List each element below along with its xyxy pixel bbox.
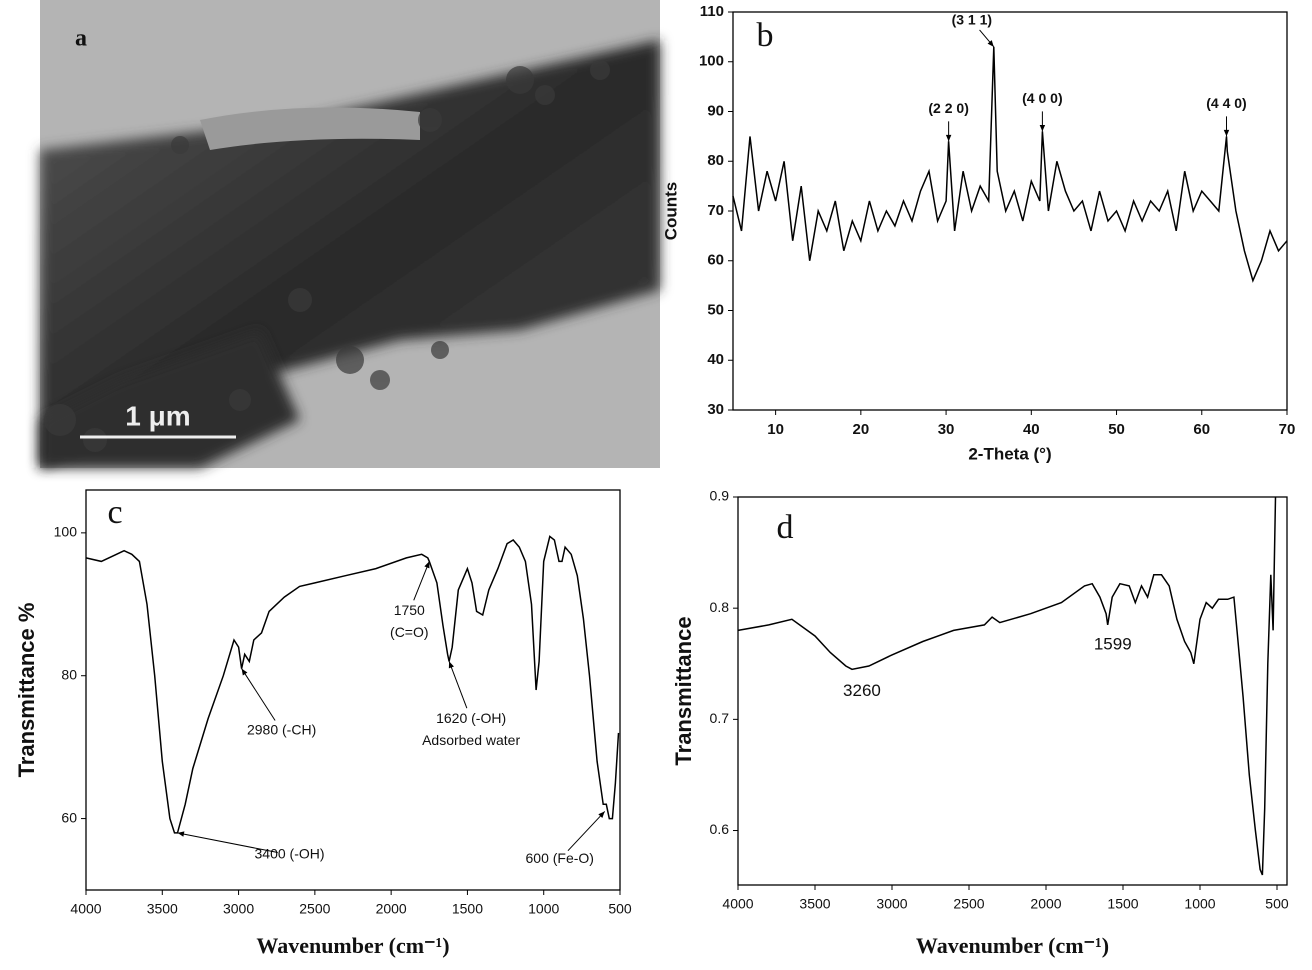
x-tick-label: 3000 [223, 901, 254, 917]
y-axis-label: Transmittance % [14, 603, 39, 778]
scale-label: 1 μm [125, 400, 190, 431]
y-tick-label: 80 [61, 666, 77, 682]
y-tick-label: 0.7 [710, 710, 730, 726]
plot-frame [732, 11, 1288, 411]
x-tick-label: 1000 [528, 901, 559, 917]
arrow-head [987, 40, 994, 47]
x-tick-label: 500 [608, 901, 632, 917]
x-tick-label: 50 [1108, 421, 1125, 438]
arrow-head [177, 831, 185, 837]
annotation: 2980 (-CH) [247, 721, 316, 737]
x-tick-label: 500 [1265, 896, 1289, 912]
y-tick-label: 100 [54, 524, 78, 540]
y-tick-label: 80 [707, 152, 724, 169]
x-axis-label: 2-Theta (°) [968, 444, 1051, 463]
x-tick-label: 1500 [452, 901, 483, 917]
annotation: (C=O) [390, 624, 429, 640]
panel-label: d [777, 509, 794, 546]
x-tick-label: 2500 [299, 901, 330, 917]
x-tick-label: 4000 [70, 901, 101, 917]
y-tick-label: 110 [700, 3, 724, 20]
panel-label: a [75, 26, 87, 52]
x-tick-label: 1000 [1184, 896, 1215, 912]
x-tick-label: 3500 [147, 901, 178, 917]
x-tick-label: 2000 [1030, 896, 1061, 912]
x-tick-label: 2000 [376, 901, 407, 917]
annotation: (4 4 0) [1206, 95, 1246, 111]
arrow-head [241, 668, 248, 676]
annotation: 3260 [843, 681, 881, 700]
y-tick-label: 60 [61, 809, 77, 825]
annotation: Adsorbed water [422, 732, 520, 748]
annotation: (4 0 0) [1022, 90, 1062, 106]
y-tick-label: 70 [707, 202, 724, 219]
y-tick-label: 90 [707, 102, 724, 119]
y-tick-label: 50 [707, 301, 724, 318]
x-tick-label: 3500 [799, 896, 830, 912]
panel-label: c [107, 494, 122, 531]
spectrum-line [737, 496, 1277, 876]
arrow-head [945, 134, 952, 142]
annotation-arrow [177, 832, 278, 854]
spectrum-line [732, 46, 1288, 283]
plot-frame [737, 496, 1288, 886]
x-tick-label: 4000 [722, 896, 753, 912]
y-tick-label: 100 [699, 53, 724, 70]
annotation-arrow [567, 811, 606, 852]
annotation: (3 1 1) [952, 12, 992, 28]
x-tick-label: 2500 [953, 896, 984, 912]
y-tick-label: 40 [707, 351, 724, 368]
tem-image: 1 μm a [40, 0, 660, 468]
y-axis-label: Counts [661, 182, 680, 241]
y-tick-label: 0.6 [710, 821, 730, 837]
panel-label: b [757, 17, 774, 54]
x-tick-label: 3000 [876, 896, 907, 912]
annotation-arrow [413, 561, 430, 601]
x-tick-label: 20 [853, 421, 870, 438]
x-axis-label: Wavenumber (cm⁻¹) [916, 933, 1109, 958]
x-tick-label: 30 [938, 421, 955, 438]
x-tick-label: 10 [767, 421, 784, 438]
annotation: 1620 (-OH) [436, 710, 506, 726]
x-tick-label: 40 [1023, 421, 1040, 438]
arrow-head [448, 661, 454, 669]
x-tick-label: 70 [1279, 421, 1296, 438]
annotation: 1599 [1094, 634, 1132, 653]
x-tick-label: 60 [1193, 421, 1210, 438]
y-axis-label: Transmittance [671, 616, 696, 765]
annotation: (2 2 0) [928, 100, 968, 116]
plot-frame [85, 489, 621, 891]
x-tick-label: 1500 [1107, 896, 1138, 912]
y-tick-label: 0.9 [710, 488, 730, 504]
y-tick-label: 30 [707, 401, 724, 418]
annotation: 3400 (-OH) [255, 846, 325, 862]
annotation-arrow [448, 661, 468, 709]
arrow-head [598, 811, 605, 818]
arrow-head [1039, 124, 1046, 132]
x-axis-label: Wavenumber (cm⁻¹) [256, 933, 449, 958]
y-tick-label: 0.8 [710, 599, 730, 615]
annotation: 1750 [394, 602, 425, 618]
annotation-arrow [241, 668, 276, 721]
annotation: 600 (Fe-O) [526, 850, 594, 866]
spectrum-line [85, 535, 620, 834]
arrow-head [424, 561, 430, 569]
arrow-head [1223, 129, 1230, 137]
y-tick-label: 60 [707, 252, 724, 269]
